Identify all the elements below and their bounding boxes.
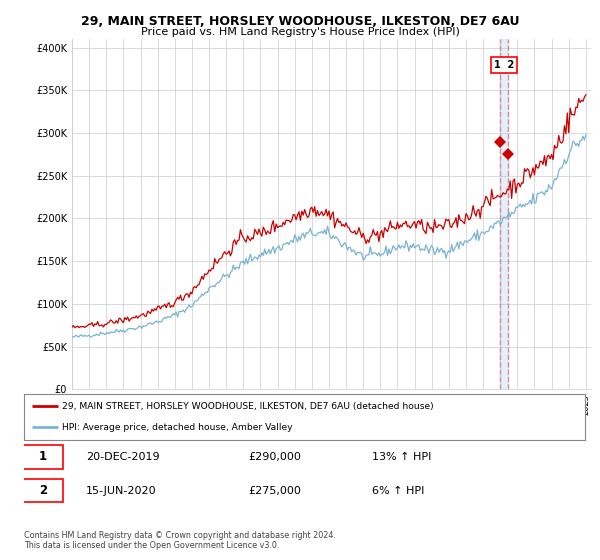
Text: 15-JUN-2020: 15-JUN-2020	[86, 486, 157, 496]
Text: 29, MAIN STREET, HORSLEY WOODHOUSE, ILKESTON, DE7 6AU (detached house): 29, MAIN STREET, HORSLEY WOODHOUSE, ILKE…	[62, 402, 434, 410]
Text: Contains HM Land Registry data © Crown copyright and database right 2024.
This d: Contains HM Land Registry data © Crown c…	[24, 531, 336, 550]
Text: HPI: Average price, detached house, Amber Valley: HPI: Average price, detached house, Ambe…	[62, 423, 293, 432]
Text: 1: 1	[39, 450, 47, 464]
Text: Price paid vs. HM Land Registry's House Price Index (HPI): Price paid vs. HM Land Registry's House …	[140, 27, 460, 37]
Text: 1  2: 1 2	[494, 60, 514, 70]
FancyBboxPatch shape	[23, 479, 63, 502]
Text: 2: 2	[39, 484, 47, 497]
Text: 13% ↑ HPI: 13% ↑ HPI	[372, 452, 431, 462]
Text: 29, MAIN STREET, HORSLEY WOODHOUSE, ILKESTON, DE7 6AU: 29, MAIN STREET, HORSLEY WOODHOUSE, ILKE…	[81, 15, 519, 28]
Text: £290,000: £290,000	[248, 452, 301, 462]
FancyBboxPatch shape	[23, 445, 63, 469]
Bar	[500, 39, 508, 389]
Text: 20-DEC-2019: 20-DEC-2019	[86, 452, 160, 462]
Text: 6% ↑ HPI: 6% ↑ HPI	[372, 486, 424, 496]
Text: £275,000: £275,000	[248, 486, 301, 496]
